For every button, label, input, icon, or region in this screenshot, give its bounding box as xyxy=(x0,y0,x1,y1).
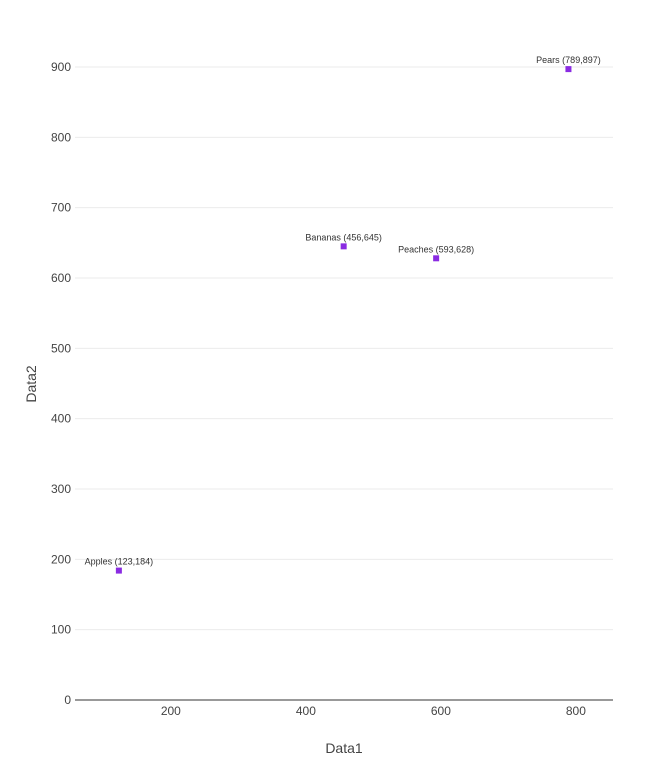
data-point[interactable] xyxy=(433,255,440,262)
y-axis-label: Data2 xyxy=(23,365,39,403)
x-axis-label: Data1 xyxy=(325,740,363,756)
y-tick-label: 200 xyxy=(51,552,71,566)
y-tick-label: 100 xyxy=(51,623,71,637)
data-label: Pears (789,897) xyxy=(536,55,601,65)
y-tick-label: 0 xyxy=(64,693,71,707)
data-label: Peaches (593,628) xyxy=(398,244,474,254)
x-tick-label: 200 xyxy=(161,704,181,718)
y-axis-ticks: 0 100 200 300 400 500 600 700 800 900 xyxy=(51,60,71,707)
y-tick-label: 300 xyxy=(51,482,71,496)
y-tick-label: 800 xyxy=(51,130,71,144)
x-tick-label: 800 xyxy=(566,704,586,718)
y-tick-label: 600 xyxy=(51,271,71,285)
data-point[interactable] xyxy=(565,66,572,73)
data-label: Apples (123,184) xyxy=(85,557,154,567)
gridlines xyxy=(75,66,613,631)
data-point[interactable] xyxy=(115,567,122,574)
data-points: Apples (123,184) Bananas (456,645) Peaches… xyxy=(85,55,601,574)
x-axis-ticks: 200 400 600 800 xyxy=(161,704,586,718)
y-tick-label: 400 xyxy=(51,412,71,426)
x-tick-label: 400 xyxy=(296,704,316,718)
y-tick-label: 700 xyxy=(51,201,71,215)
x-tick-label: 600 xyxy=(431,704,451,718)
y-tick-label: 900 xyxy=(51,60,71,74)
data-label: Bananas (456,645) xyxy=(305,232,382,242)
data-point[interactable] xyxy=(340,243,347,250)
y-tick-label: 500 xyxy=(51,341,71,355)
